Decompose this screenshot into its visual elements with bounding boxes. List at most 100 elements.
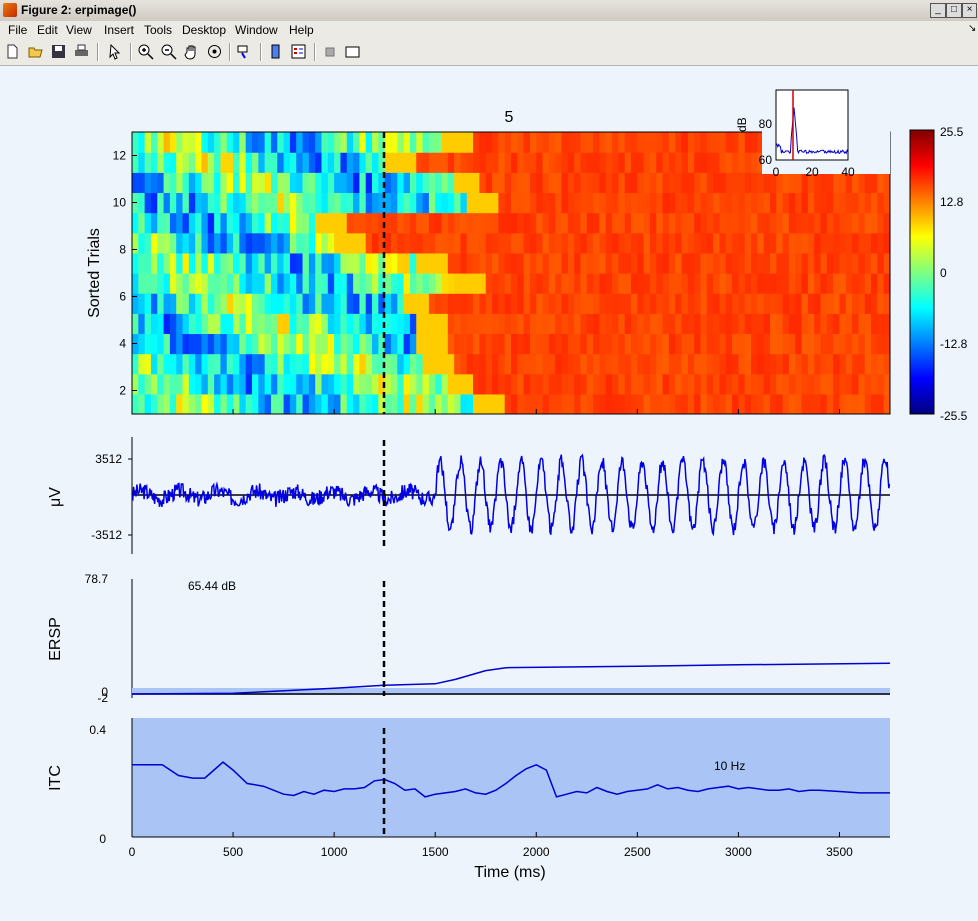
heatmap-cell xyxy=(208,213,215,234)
heatmap-cell xyxy=(669,394,676,415)
heatmap-cell xyxy=(315,313,322,334)
heatmap-cell xyxy=(719,132,726,153)
heatmap-cell xyxy=(802,354,809,375)
heatmap-cell xyxy=(795,233,802,254)
heatmap-cell xyxy=(618,233,625,254)
heatmap-cell xyxy=(549,273,556,294)
heatmap-cell xyxy=(789,233,796,254)
menu-view[interactable]: View xyxy=(66,23,92,37)
heatmap-cell xyxy=(145,313,152,334)
heatmap-cell xyxy=(637,132,644,153)
menu-edit[interactable]: Edit xyxy=(37,23,58,37)
minimize-button[interactable]: _ xyxy=(930,3,946,18)
menu-tools[interactable]: Tools xyxy=(144,23,172,37)
heatmap-cell xyxy=(618,313,625,334)
menu-dock-arrow-icon[interactable]: ↘ xyxy=(968,23,976,34)
insert-legend-icon[interactable] xyxy=(290,43,307,60)
heatmap-cell xyxy=(252,293,259,314)
pointer-icon[interactable] xyxy=(106,43,123,60)
heatmap-cell xyxy=(423,354,430,375)
open-file-icon[interactable] xyxy=(27,43,44,60)
heatmap-cell xyxy=(164,273,171,294)
print-icon[interactable] xyxy=(73,43,90,60)
zoom-out-icon[interactable] xyxy=(160,43,177,60)
itc-annotation: 10 Hz xyxy=(714,759,745,773)
heatmap-cell xyxy=(492,293,499,314)
rotate-3d-icon[interactable] xyxy=(206,43,223,60)
heatmap-cell xyxy=(663,152,670,173)
heatmap-cell xyxy=(416,253,423,274)
heatmap-cell xyxy=(340,233,347,254)
heatmap-cell xyxy=(637,273,644,294)
heatmap-cell xyxy=(467,253,474,274)
heatmap-cell xyxy=(442,213,449,234)
heatmap-cell xyxy=(858,333,865,354)
heatmap-cell xyxy=(328,253,335,274)
heatmap-cell xyxy=(195,273,202,294)
heatmap-cell xyxy=(340,172,347,193)
heatmap-cell xyxy=(309,333,316,354)
heatmap-cell xyxy=(789,192,796,213)
heatmap-cell xyxy=(606,172,613,193)
heatmap-cell xyxy=(814,213,821,234)
heatmap-cell xyxy=(675,253,682,274)
menu-insert[interactable]: Insert xyxy=(104,23,134,37)
heatmap-cell xyxy=(814,333,821,354)
heatmap-cell xyxy=(580,132,587,153)
heatmap-cell xyxy=(265,152,272,173)
menu-desktop[interactable]: Desktop xyxy=(182,23,226,37)
heatmap-cell xyxy=(650,313,657,334)
heatmap-cell xyxy=(574,333,581,354)
heatmap-cell xyxy=(442,354,449,375)
pan-hand-icon[interactable] xyxy=(183,43,200,60)
heatmap-cell xyxy=(587,132,594,153)
heatmap-cell xyxy=(208,394,215,415)
heatmap-cell xyxy=(827,394,834,415)
heatmap-cell xyxy=(719,192,726,213)
maximize-button[interactable]: □ xyxy=(946,3,962,18)
heatmap-cell xyxy=(555,253,562,274)
heatmap-cell xyxy=(366,354,373,375)
heatmap-cell xyxy=(138,293,145,314)
heatmap-cell xyxy=(189,132,196,153)
close-button[interactable]: × xyxy=(962,3,977,18)
heatmap-cell xyxy=(644,213,651,234)
heatmap-cell xyxy=(435,172,442,193)
menu-file[interactable]: File xyxy=(8,23,27,37)
data-cursor-icon[interactable] xyxy=(236,43,253,60)
heatmap-cell xyxy=(808,253,815,274)
heatmap-cell xyxy=(877,293,884,314)
heatmap-cell xyxy=(675,354,682,375)
heatmap-cell xyxy=(366,273,373,294)
heatmap-cell xyxy=(745,213,752,234)
heatmap-cell xyxy=(511,374,518,395)
show-plot-tools-icon[interactable] xyxy=(344,43,361,60)
insert-colorbar-icon[interactable] xyxy=(267,43,284,60)
menu-help[interactable]: Help xyxy=(289,23,314,37)
heatmap-cell xyxy=(827,354,834,375)
heatmap-cell xyxy=(871,394,878,415)
hide-plot-tools-icon[interactable] xyxy=(321,43,338,60)
heatmap-cell xyxy=(612,213,619,234)
heatmap-cell xyxy=(385,374,392,395)
heatmap-cell xyxy=(606,354,613,375)
heatmap-cell xyxy=(625,313,632,334)
heatmap-cell xyxy=(479,233,486,254)
save-icon[interactable] xyxy=(50,43,67,60)
heatmap-cell xyxy=(846,233,853,254)
heatmap-cell xyxy=(802,293,809,314)
heatmap-cell xyxy=(555,152,562,173)
menu-window[interactable]: Window xyxy=(235,23,278,37)
heatmap-cell xyxy=(145,394,152,415)
heatmap-cell xyxy=(385,354,392,375)
new-figure-icon[interactable] xyxy=(4,43,21,60)
heatmap-cell xyxy=(675,293,682,314)
heatmap-cell xyxy=(429,293,436,314)
heatmap-cell xyxy=(271,394,278,415)
zoom-in-icon[interactable] xyxy=(137,43,154,60)
heatmap-cell xyxy=(195,132,202,153)
inset-ytick-60: 60 xyxy=(759,153,773,167)
heatmap-cell xyxy=(315,374,322,395)
heatmap-cell xyxy=(650,273,657,294)
heatmap-cell xyxy=(574,253,581,274)
